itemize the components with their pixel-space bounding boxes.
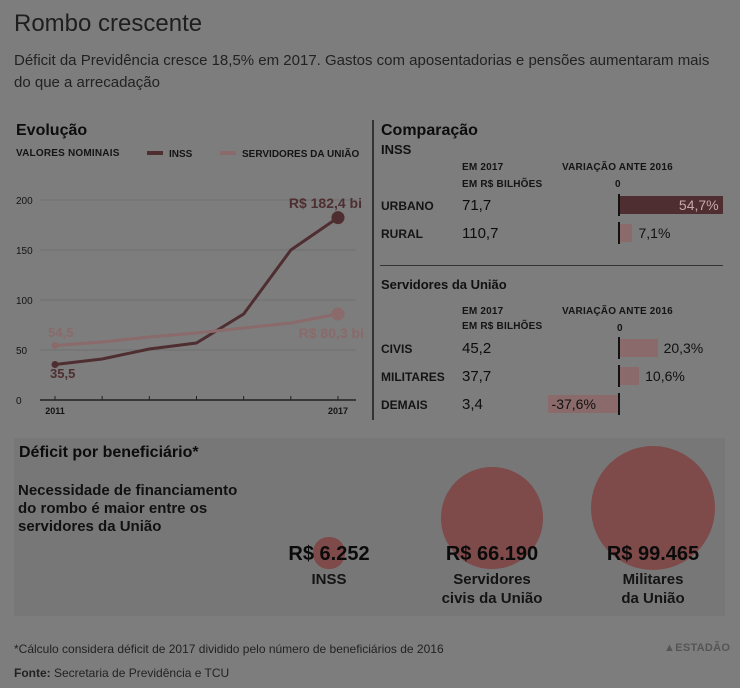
inss-col-unit: EM R$ BILHÕES	[462, 179, 543, 190]
servidores-variation-label: 10,6%	[645, 368, 685, 384]
section-divider-horizontal	[380, 265, 723, 266]
servidores-row-value: 37,7	[462, 368, 492, 385]
source-label: Fonte:	[14, 666, 51, 680]
deficit-value: R$ 6.252	[288, 543, 370, 565]
deficit-label: Militares	[622, 571, 684, 588]
servidores-row-label: DEMAIS	[381, 398, 428, 412]
inss-col-year: EM 2017	[462, 162, 504, 173]
inss-row-label: RURAL	[381, 227, 423, 241]
servidores-row-value: 45,2	[462, 340, 492, 357]
servidores-variation-bar	[547, 395, 619, 413]
servidores-col-unit: EM R$ BILHÕES	[462, 321, 543, 332]
servidores-zero-axis	[618, 337, 620, 359]
servidores-variation-bar	[619, 339, 658, 357]
series-line-inss-start-point	[51, 361, 59, 368]
y-tick-label: 200	[16, 196, 33, 207]
deficit-heading: Déficit por beneficiário*	[19, 444, 199, 461]
servidores-col-variation: VARIAÇÃO ANTE 2016	[562, 306, 673, 317]
servidores-zero-axis	[618, 393, 620, 415]
annotation-servidores-end: R$ 80,3 bi	[299, 325, 364, 341]
source-text: Secretaria de Previdência e TCU	[54, 666, 230, 680]
deficit-value: R$ 99.465	[606, 543, 700, 565]
inss-zero-axis	[618, 194, 620, 216]
brand-text: ESTADÃO	[675, 642, 731, 654]
servidores-row-label: MILITARES	[381, 370, 445, 384]
servidores-variation-bar	[619, 367, 640, 385]
inss-variation-bar	[619, 196, 723, 214]
deficit-bubble	[591, 446, 715, 570]
inss-row-value: 71,7	[462, 197, 492, 214]
annotation-servidores-start: 54,5	[48, 325, 73, 340]
x-axis-ticks: 2011 2017	[45, 406, 348, 416]
comparacao-heading: Comparação	[381, 122, 478, 139]
inss-col-variation: VARIAÇÃO ANTE 2016	[562, 162, 673, 173]
evolucao-sublabel: VALORES NOMINAIS	[16, 148, 120, 159]
servidores-col-year: EM 2017	[462, 306, 504, 317]
servidores-row-label: CIVIS	[381, 342, 413, 356]
source-line: Fonte: Secretaria de Previdência e TCU	[14, 666, 229, 680]
y-tick-label: 100	[16, 296, 33, 307]
series-line-servidores	[54, 312, 339, 347]
legend-label-servidores: SERVIDORES DA UNIÃO	[242, 147, 359, 160]
y-tick-label: 150	[16, 246, 33, 257]
deficit-label: INSS	[311, 571, 347, 588]
series-line-servidores-start-point	[51, 342, 59, 349]
y-axis-ticks: 0 50 100 150 200	[16, 196, 33, 407]
series-line-inss	[54, 216, 339, 366]
brand-logo: ▲ESTADÃO	[664, 642, 730, 654]
series-line-inss-end-point	[331, 211, 345, 225]
page-subtitle: Déficit da Previdência cresce 18,5% em 2…	[14, 52, 710, 91]
inss-variation-bar	[619, 224, 633, 242]
inss-row-value: 110,7	[462, 225, 499, 242]
inss-row-label: URBANO	[381, 199, 434, 213]
inss-zero-label: 0	[615, 179, 621, 190]
brand-icon: ▲	[664, 642, 676, 654]
series-line-servidores-end-point	[331, 307, 345, 321]
inss-variation-label: 7,1%	[638, 225, 671, 241]
deficit-bubble	[441, 467, 543, 569]
deficit-description: Necessidade de financiamento do rombo é …	[18, 482, 238, 535]
deficit-bubble	[313, 537, 345, 569]
page-title: Rombo crescente	[14, 10, 203, 37]
x-tick-label: 2017	[328, 406, 348, 416]
servidores-variation-label: -37,6%	[551, 396, 596, 412]
deficit-value: R$ 66.190	[445, 543, 539, 565]
chart-legend: INSS SERVIDORES DA UNIÃO	[147, 147, 359, 160]
chart-series	[51, 211, 345, 368]
deficit-label-line2: da União	[621, 590, 685, 607]
deficit-label-line2: civis da União	[441, 590, 543, 607]
servidores-row-value: 3,4	[462, 396, 483, 413]
servidores-subheading: Servidores da União	[381, 277, 507, 292]
servidores-zero-label: 0	[617, 323, 623, 334]
annotation-inss-start: 35,5	[50, 366, 75, 381]
legend-label-inss: INSS	[169, 149, 193, 160]
deficit-label: Servidores	[453, 571, 531, 588]
chart-annotations: 35,5 R$ 182,4 bi 54,5 R$ 80,3 bi	[48, 195, 364, 381]
y-tick-label: 50	[16, 346, 28, 357]
footnote: *Cálculo considera déficit de 2017 divid…	[14, 642, 444, 656]
section-divider-vertical	[372, 120, 374, 420]
servidores-zero-axis	[618, 365, 620, 387]
y-tick-label: 0	[16, 396, 22, 407]
evolucao-heading: Evolução	[16, 122, 88, 139]
servidores-variation-label: 20,3%	[663, 340, 704, 356]
inss-zero-axis	[618, 222, 620, 244]
chart-grid	[40, 199, 356, 401]
inss-variation-label: 54,7%	[678, 197, 719, 213]
inss-subheading: INSS	[381, 142, 412, 157]
evolucao-line-chart: INSS SERVIDORES DA UNIÃO 0 50 100 150 200 20…	[16, 147, 364, 416]
annotation-inss-end: R$ 182,4 bi	[289, 195, 362, 211]
x-tick-label: 2011	[45, 406, 65, 416]
